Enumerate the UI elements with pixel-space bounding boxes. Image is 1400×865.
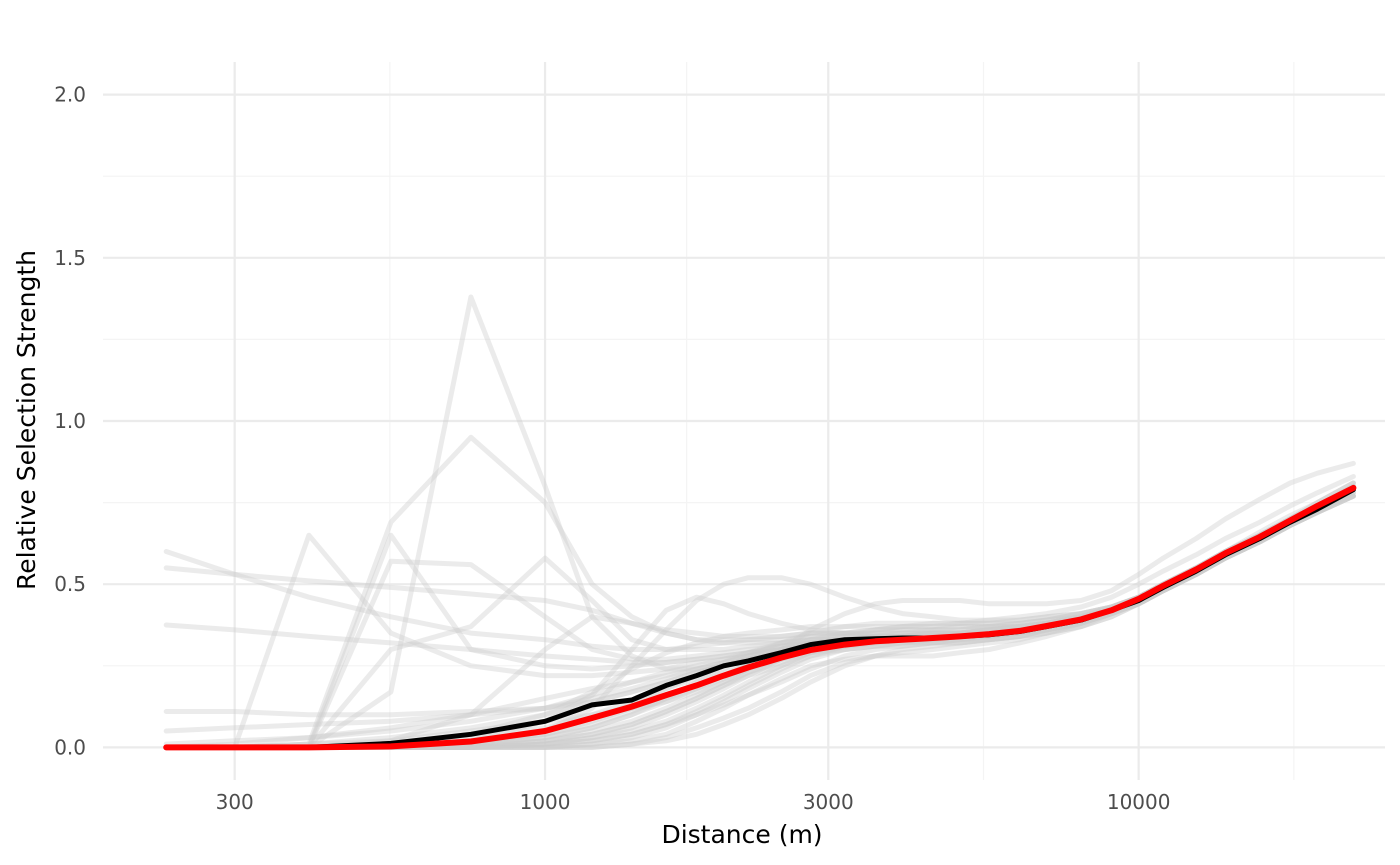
x-axis-title: Distance (m) bbox=[661, 820, 822, 849]
x-tick-label: 300 bbox=[216, 790, 254, 814]
sample-series-line bbox=[163, 493, 1356, 750]
x-tick-label: 3000 bbox=[803, 790, 854, 814]
fit-series-line bbox=[163, 484, 1357, 751]
y-tick-label: 0.5 bbox=[54, 572, 86, 596]
sample-series-line bbox=[163, 490, 1356, 750]
highlight-series-group bbox=[163, 484, 1357, 751]
major-gridlines bbox=[103, 62, 1385, 780]
y-axis-title: Relative Selection Strength bbox=[12, 250, 41, 590]
y-tick-label: 1.0 bbox=[54, 409, 86, 433]
sample-series-line bbox=[163, 493, 1356, 750]
sample-series-line bbox=[163, 460, 1356, 750]
y-tick-label: 2.0 bbox=[54, 83, 86, 107]
x-axis-tick-labels: 300 1000 3000 10000 bbox=[216, 790, 1171, 814]
y-tick-label: 0.0 bbox=[54, 735, 86, 759]
sample-series-line bbox=[163, 493, 1356, 750]
x-tick-label: 10000 bbox=[1107, 790, 1171, 814]
y-axis-tick-labels: 0.0 0.5 1.0 1.5 2.0 bbox=[54, 83, 86, 760]
x-tick-label: 1000 bbox=[520, 790, 571, 814]
sample-series-line bbox=[163, 493, 1356, 750]
y-tick-label: 1.5 bbox=[54, 246, 86, 270]
sample-series-line bbox=[163, 474, 1356, 750]
